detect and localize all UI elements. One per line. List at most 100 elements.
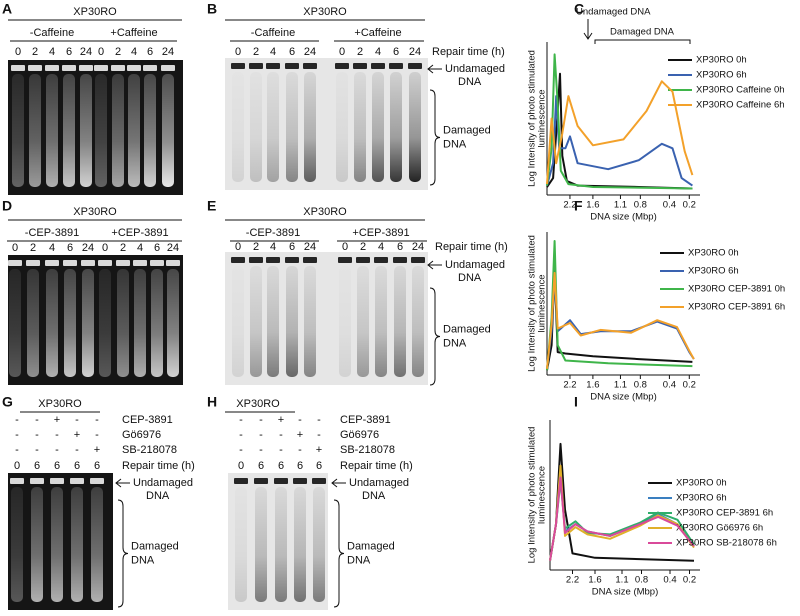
gel-well	[150, 260, 164, 266]
panel-letter: C	[574, 1, 584, 17]
treatment-mark: -	[55, 444, 59, 456]
gel-smear	[412, 266, 424, 377]
lane-label: 24	[80, 46, 92, 58]
gel-smear	[71, 487, 83, 602]
legend-label: XP30RO CEP-3891 6h	[676, 508, 773, 519]
lane-label: 6	[258, 460, 264, 472]
gel-smear	[375, 266, 387, 377]
lane-label: 0	[339, 46, 345, 58]
brace	[117, 499, 129, 608]
gel-well	[408, 63, 422, 69]
lane-label: 4	[270, 46, 276, 58]
damaged-label: DNA	[347, 554, 371, 566]
gel-smear	[27, 269, 39, 377]
treatment-mark: -	[95, 429, 99, 441]
x-tick-label: 0.8	[634, 200, 647, 211]
gel-smear	[51, 487, 63, 602]
gel-smear	[286, 266, 298, 377]
gel-well	[393, 257, 407, 263]
gel-smear	[46, 74, 58, 187]
treatment-mark: +	[316, 444, 322, 456]
y-axis-label: Log Intensity of photo stimulated	[527, 235, 538, 372]
panel-letter: D	[2, 198, 12, 214]
x-tick-label: 0.4	[663, 380, 676, 391]
lane-label: 24	[304, 241, 316, 253]
treatment-mark: +	[297, 429, 303, 441]
treatment-mark: -	[35, 429, 39, 441]
gel-smear	[117, 269, 129, 377]
lane-axis-label: Repair time (h)	[340, 460, 413, 472]
gel-smear	[294, 487, 306, 602]
y-axis-label: Log Intensity of photo stimulated	[527, 50, 538, 187]
gel-smear	[29, 74, 41, 187]
lane-label: 6	[289, 241, 295, 253]
profile-curve	[546, 271, 695, 369]
profile-curve	[549, 476, 695, 561]
gel-well	[303, 63, 317, 69]
x-tick-label: 0.2	[683, 200, 696, 211]
lane-label: 6	[74, 460, 80, 472]
gel-smear	[357, 266, 369, 377]
gel-smear	[9, 269, 21, 377]
gel-smear	[162, 74, 174, 187]
x-tick-label: 0.2	[683, 575, 696, 586]
treatment-mark: -	[35, 414, 39, 426]
group-label: +CEP-3891	[111, 227, 168, 239]
lane-axis-label: Repair time (h)	[435, 241, 508, 253]
lane-label: 24	[412, 241, 424, 253]
gel-smear	[95, 74, 107, 187]
treatment-mark: -	[15, 429, 19, 441]
x-tick-label: 1.1	[614, 380, 627, 391]
lane-label: 0	[15, 46, 21, 58]
treatment-mark: -	[279, 444, 283, 456]
panel-title: XP30RO	[38, 398, 82, 410]
lane-label: 2	[30, 242, 36, 254]
gel-well	[81, 260, 95, 266]
treatment-mark: -	[259, 414, 263, 426]
y-axis-label: luminescence	[537, 274, 548, 332]
x-tick-label: 2.2	[563, 200, 576, 211]
treatment-mark: +	[54, 414, 60, 426]
gel-smear	[134, 269, 146, 377]
gel-well	[335, 63, 349, 69]
x-tick-label: 0.4	[663, 575, 676, 586]
annotation: Damaged DNA	[610, 27, 675, 38]
arrow-head	[583, 32, 593, 40]
treatment-mark: -	[35, 444, 39, 456]
lane-label: 0	[235, 46, 241, 58]
group-label: +Caffeine	[354, 27, 401, 39]
gel-smear	[250, 266, 262, 377]
lane-label: 0	[12, 242, 18, 254]
gel-smear	[144, 74, 156, 187]
lane-label: 6	[397, 241, 403, 253]
undamaged-label: DNA	[362, 490, 386, 502]
gel-well	[161, 65, 175, 71]
damaged-label: DNA	[131, 554, 155, 566]
legend-label: XP30RO 6h	[696, 70, 747, 81]
treatment-name: CEP-3891	[122, 414, 173, 426]
gel-well	[63, 260, 77, 266]
lane-label: 6	[66, 46, 72, 58]
lane-label: 6	[34, 460, 40, 472]
treatment-mark: -	[239, 414, 243, 426]
panel-title: XP30RO	[303, 6, 347, 18]
gel-well	[79, 65, 93, 71]
lane-label: 6	[289, 46, 295, 58]
damaged-label: Damaged	[131, 540, 179, 552]
x-tick-label: 0.4	[663, 200, 676, 211]
lane-label: 0	[102, 242, 108, 254]
panel-letter: H	[207, 394, 217, 410]
gel-well	[62, 65, 76, 71]
group-label: -Caffeine	[30, 27, 74, 39]
damaged-label: Damaged	[443, 323, 491, 335]
treatment-name: SB-218078	[340, 444, 395, 456]
undamaged-label: Undamaged	[133, 477, 193, 489]
gel-well	[312, 478, 326, 484]
gel-well	[411, 257, 425, 263]
y-axis-label: luminescence	[537, 466, 548, 524]
gel-well	[231, 257, 245, 263]
damaged-label: DNA	[443, 138, 467, 150]
x-tick-label: 1.6	[586, 200, 599, 211]
treatment-mark: -	[279, 429, 283, 441]
lane-label: 24	[304, 46, 316, 58]
